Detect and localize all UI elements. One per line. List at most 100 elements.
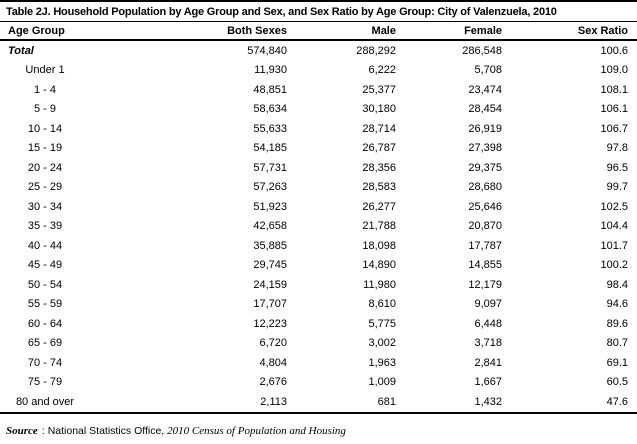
table-row: 75 - 79 2,676 1,009 1,667 60.5 xyxy=(0,373,637,393)
age-group-cell: 10 - 14 xyxy=(27,122,63,135)
total-row: Total 574,840 288,292 286,548 100.6 xyxy=(0,41,637,61)
male-cell: 3,002 xyxy=(368,337,396,350)
both-sexes-cell: 24,159 xyxy=(253,278,287,291)
female-cell: 14,855 xyxy=(468,259,502,272)
age-group-cell: 80 and over xyxy=(15,395,75,408)
source-label: Source xyxy=(6,424,38,437)
age-group-cell: 25 - 29 xyxy=(27,181,63,194)
female-cell: 2,841 xyxy=(474,356,502,369)
female-cell: 3,718 xyxy=(474,337,502,350)
both-sexes-cell: 4,804 xyxy=(259,356,287,369)
column-header-both-sexes: Both Sexes xyxy=(227,24,287,37)
sex-ratio-cell: 80.7 xyxy=(606,337,628,350)
female-cell: 23,474 xyxy=(468,83,502,96)
table-row: 1 - 4 48,851 25,377 23,474 108.1 xyxy=(0,80,637,100)
both-sexes-cell: 54,185 xyxy=(253,142,287,155)
female-cell: 6,448 xyxy=(474,317,502,330)
male-cell: 5,775 xyxy=(368,317,396,330)
total-row-label: Total xyxy=(8,44,34,57)
age-group-cell: Under 1 xyxy=(25,64,65,77)
male-cell: 26,787 xyxy=(362,142,396,155)
male-cell: 28,583 xyxy=(362,181,396,194)
both-sexes-cell: 2,113 xyxy=(260,395,287,408)
age-group-cell: 50 - 54 xyxy=(27,278,63,291)
both-sexes-cell: 57,731 xyxy=(253,161,287,174)
male-cell: 28,714 xyxy=(362,122,396,135)
table-row: 65 - 69 6,720 3,002 3,718 80.7 xyxy=(0,334,637,354)
table-row: 15 - 19 54,185 26,787 27,398 97.8 xyxy=(0,139,637,159)
table-row: 40 - 44 35,885 18,098 17,787 101.7 xyxy=(0,236,637,256)
both-sexes-cell: 17,707 xyxy=(253,298,287,311)
age-group-cell: 5 - 9 xyxy=(33,103,56,116)
both-sexes-cell: 29,745 xyxy=(253,259,287,272)
total-sex-ratio-value: 100.6 xyxy=(600,44,628,57)
female-cell: 12,179 xyxy=(468,278,502,291)
column-header-sex-ratio: Sex Ratio xyxy=(577,24,628,37)
total-male-value: 288,292 xyxy=(356,44,396,57)
both-sexes-cell: 57,263 xyxy=(253,181,287,194)
age-group-cell: 45 - 49 xyxy=(27,259,63,272)
column-header-male: Male xyxy=(371,24,396,37)
age-group-cell: 1 - 4 xyxy=(33,83,56,96)
sex-ratio-cell: 108.1 xyxy=(600,83,628,96)
both-sexes-cell: 6,720 xyxy=(259,337,287,350)
sex-ratio-cell: 104.4 xyxy=(600,220,628,233)
both-sexes-cell: 55,633 xyxy=(253,122,287,135)
age-group-cell: 40 - 44 xyxy=(27,239,63,252)
sex-ratio-cell: 106.1 xyxy=(600,103,628,116)
sex-ratio-cell: 47.6 xyxy=(606,395,628,408)
male-cell: 8,610 xyxy=(368,298,396,311)
male-cell: 18,098 xyxy=(362,239,396,252)
male-cell: 21,788 xyxy=(362,220,396,233)
column-header-age-group: Age Group xyxy=(8,24,65,37)
sex-ratio-cell: 69.1 xyxy=(606,356,628,369)
table-row: 25 - 29 57,263 28,583 28,680 99.7 xyxy=(0,178,637,198)
sex-ratio-cell: 100.2 xyxy=(600,259,628,272)
male-cell: 11,980 xyxy=(363,278,396,291)
table-row: 55 - 59 17,707 8,610 9,097 94.6 xyxy=(0,295,637,315)
sex-ratio-cell: 94.6 xyxy=(606,298,628,311)
female-cell: 29,375 xyxy=(468,161,502,174)
table-row: 80 and over 2,113 681 1,432 47.6 xyxy=(0,392,637,412)
table-row: 10 - 14 55,633 28,714 26,919 106.7 xyxy=(0,119,637,139)
both-sexes-cell: 12,223 xyxy=(253,317,287,330)
source-org: National Statistics Office, xyxy=(47,424,165,437)
female-cell: 17,787 xyxy=(468,239,502,252)
age-group-cell: 65 - 69 xyxy=(27,337,63,350)
female-cell: 28,454 xyxy=(468,103,502,116)
age-group-cell: 55 - 59 xyxy=(27,298,63,311)
both-sexes-cell: 42,658 xyxy=(253,220,287,233)
female-cell: 5,708 xyxy=(474,64,502,77)
table-row: 50 - 54 24,159 11,980 12,179 98.4 xyxy=(0,275,637,295)
table-header-row: Age Group Both Sexes Male Female Sex Rat… xyxy=(0,22,637,41)
both-sexes-cell: 2,676 xyxy=(259,376,287,389)
table-row: 20 - 24 57,731 28,356 29,375 96.5 xyxy=(0,158,637,178)
sex-ratio-cell: 109.0 xyxy=(600,64,628,77)
both-sexes-cell: 58,634 xyxy=(253,103,287,116)
table-row: 70 - 74 4,804 1,963 2,841 69.1 xyxy=(0,353,637,373)
male-cell: 6,222 xyxy=(368,64,396,77)
male-cell: 30,180 xyxy=(362,103,396,116)
table-title: Table 2J. Household Population by Age Gr… xyxy=(0,0,637,22)
male-cell: 1,963 xyxy=(368,356,396,369)
age-group-rows: Under 1 11,930 6,222 5,708 109.0 1 - 4 4… xyxy=(0,61,637,412)
female-cell: 26,919 xyxy=(468,122,502,135)
age-group-cell: 75 - 79 xyxy=(27,376,63,389)
male-cell: 26,277 xyxy=(362,200,396,213)
source-separator: : xyxy=(41,424,45,437)
both-sexes-cell: 35,885 xyxy=(253,239,287,252)
age-group-cell: 30 - 34 xyxy=(27,200,63,213)
table-row: 60 - 64 12,223 5,775 6,448 89.6 xyxy=(0,314,637,334)
female-cell: 28,680 xyxy=(468,181,502,194)
male-cell: 14,890 xyxy=(362,259,396,272)
female-cell: 1,432 xyxy=(474,395,502,408)
both-sexes-cell: 51,923 xyxy=(253,200,287,213)
table-row: 35 - 39 42,658 21,788 20,870 104.4 xyxy=(0,217,637,237)
female-cell: 9,097 xyxy=(474,298,502,311)
both-sexes-cell: 48,851 xyxy=(253,83,287,96)
table-row: 5 - 9 58,634 30,180 28,454 106.1 xyxy=(0,100,637,120)
sex-ratio-cell: 97.8 xyxy=(606,142,628,155)
sex-ratio-cell: 98.4 xyxy=(606,278,628,291)
table-body: Total 574,840 288,292 286,548 100.6 Unde… xyxy=(0,41,637,414)
